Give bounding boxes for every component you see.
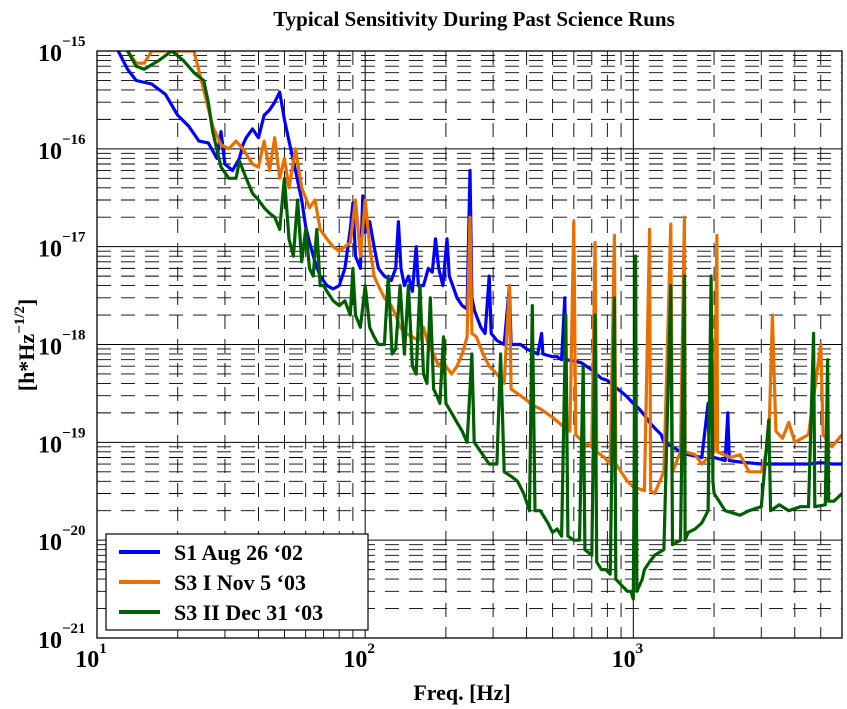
legend-label-2: S3 I Nov 5 ‘03 [174,570,306,595]
y-tick-exp: −18 [62,328,86,344]
y-tick-base: 10 [38,335,62,361]
x-tick-exp: 3 [636,641,644,657]
x-tick-base: 10 [343,647,367,673]
y-tick-label: 10−21 [38,621,86,654]
y-tick-base: 10 [38,237,62,263]
x-tick-label: 101 [75,641,107,673]
x-tick-label: 102 [343,641,375,673]
y-tick-base: 10 [38,41,62,67]
y-tick-label: 10−17 [38,230,86,263]
y-tick-label: 10−18 [38,328,86,361]
y-tick-label: 10−16 [38,132,86,165]
x-tick-base: 10 [75,647,99,673]
x-axis-label: Freq. [Hz] [413,680,510,705]
y-axis-label-close: ] [14,299,39,306]
series-line-2 [126,51,842,496]
series-line-3 [126,51,842,601]
y-tick-exp: −19 [62,425,86,441]
series-line-1 [116,51,842,466]
y-tick-exp: −20 [62,523,86,539]
legend-label-3: S3 II Dec 31 ‘03 [174,600,323,625]
y-tick-label: 10−20 [38,523,86,556]
y-tick-exp: −21 [62,621,86,637]
axis-ticks: 101 102 10310−1510−1610−1710−1810−1910−201… [38,34,643,673]
y-tick-exp: −16 [62,132,86,148]
x-tick-exp: 2 [367,641,375,657]
x-tick-label: 103 [612,641,644,673]
y-tick-exp: −17 [62,230,86,246]
y-tick-base: 10 [38,530,62,556]
series-group [116,51,842,601]
y-axis-label-text: [h*Hz−1/2] [12,299,39,392]
y-tick-base: 10 [38,139,62,165]
plot-frame [96,50,843,639]
y-tick-exp: −15 [62,34,86,50]
y-axis-label-exp: −1/2 [12,306,28,334]
y-tick-base: 10 [38,432,62,458]
y-axis-label-base: [h*Hz [14,334,39,392]
x-tick-base: 10 [612,647,636,673]
y-tick-base: 10 [38,628,62,654]
x-tick-exp: 1 [99,641,107,657]
legend: S1 Aug 26 ‘02 S3 I Nov 5 ‘03 S3 II Dec 31 … [105,533,369,631]
y-tick-label: 10−19 [38,425,86,458]
legend-label-1: S1 Aug 26 ‘02 [174,540,303,565]
y-axis-label: [h*Hz−1/2] [12,299,39,392]
y-tick-label: 10−15 [38,34,86,67]
chart-title: Typical Sensitivity During Past Science … [273,7,675,31]
